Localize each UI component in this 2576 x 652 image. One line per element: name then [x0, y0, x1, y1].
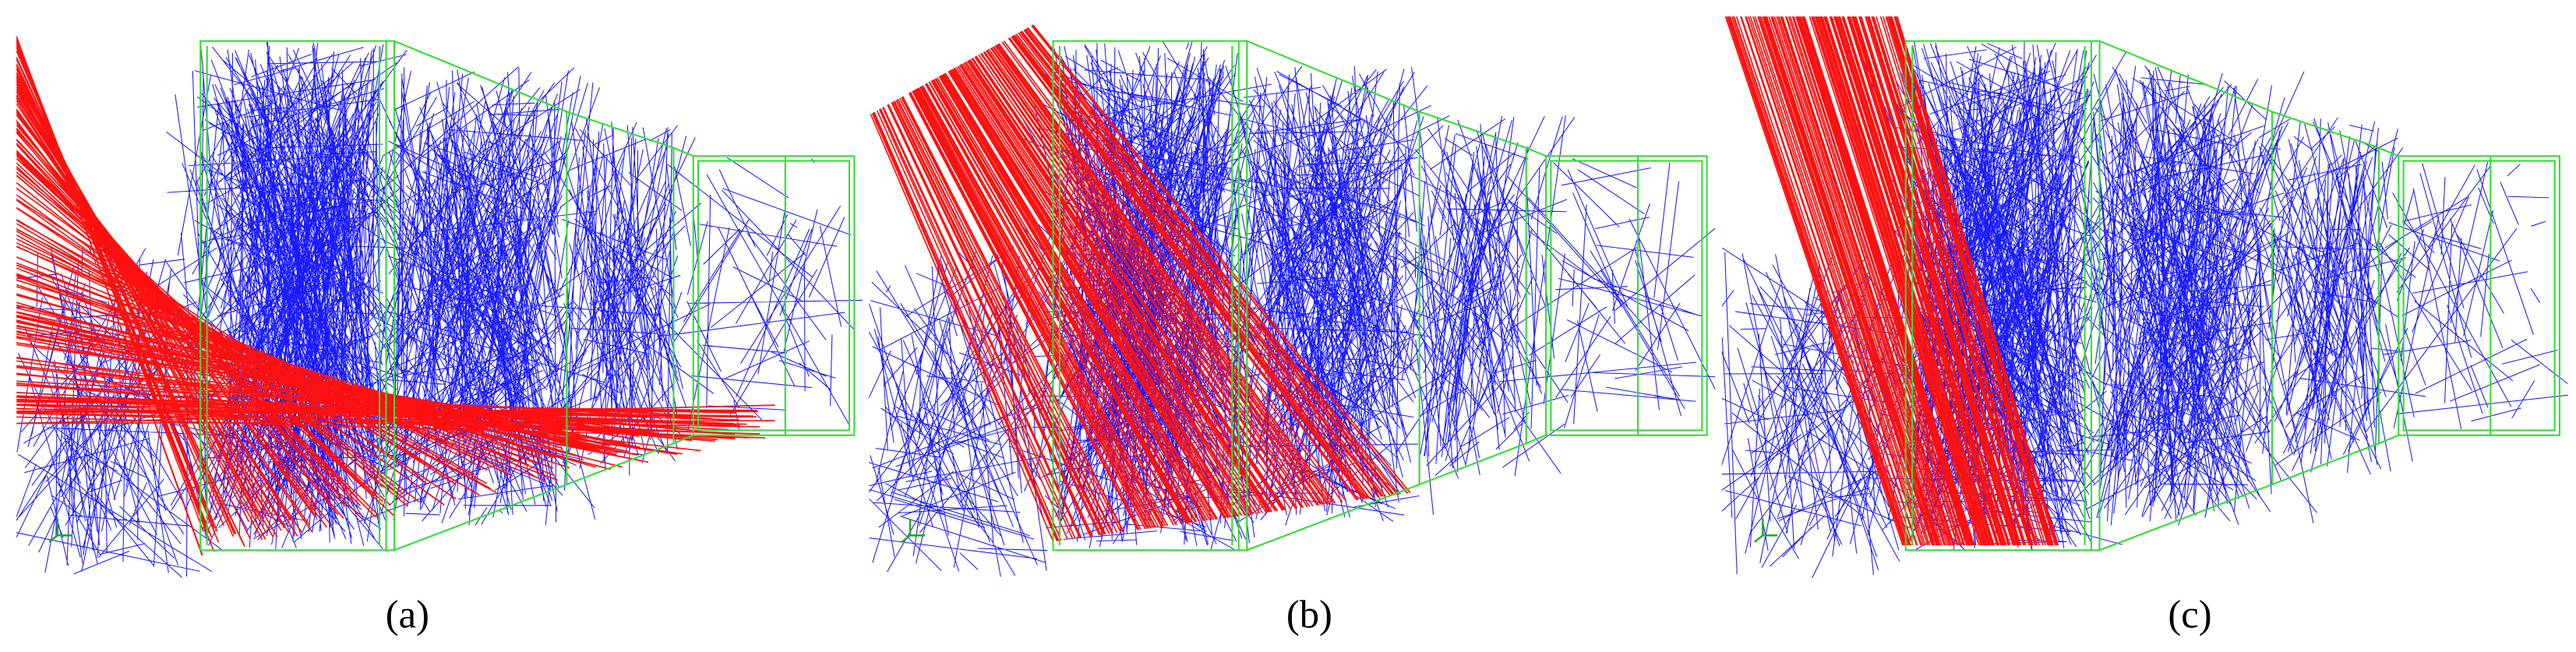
- axis-triad: [1754, 519, 1778, 543]
- geometry-outline: [1904, 40, 2560, 552]
- panel-label: (c): [2168, 592, 2211, 636]
- geometry-outline: [1052, 40, 1708, 552]
- panel-label: (b): [1286, 592, 1332, 636]
- red-rays: [16, 36, 775, 556]
- red-rays: [870, 24, 1411, 542]
- blue-rays: [16, 41, 863, 578]
- panel-label: (a): [386, 592, 429, 636]
- geometry-outline: [199, 40, 856, 552]
- axis-triad: [48, 519, 72, 543]
- axis-triad: [901, 519, 926, 543]
